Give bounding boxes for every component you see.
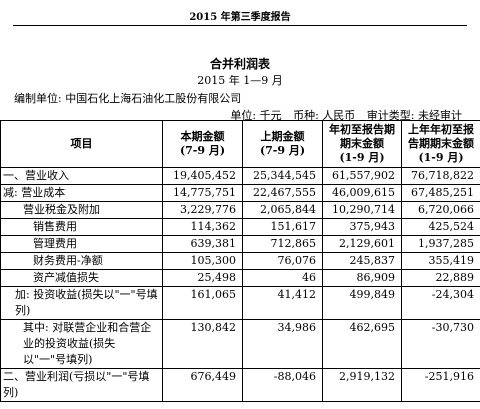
cell-previous: -88,046 [242, 368, 323, 402]
audit-type: 审计类型: 未经审计 [366, 109, 462, 122]
row-label: 减: 营业成本 [0, 184, 163, 202]
page-header-title: 2015 年第三季度报告 [189, 12, 291, 23]
table-row: 财务费用-净额 105,300 76,076 245,837 355,419 [0, 252, 480, 270]
table-row: 二、营业利润(亏损以"一"号填列) 676,449 -88,046 2,919,… [0, 368, 480, 402]
cell-ytd: 2,129,601 [322, 235, 402, 253]
currency: 币种: 人民币 [293, 109, 356, 122]
cell-ytd: 499,849 [322, 286, 402, 320]
table-row: 其中: 对联营企业和合营企业的投资收益(损失以"一"号填列) 130,842 3… [0, 319, 480, 369]
row-label: 管理费用 [0, 235, 163, 253]
header-divider [13, 25, 467, 26]
amount-unit: 单位: 千元 [230, 109, 282, 122]
report-period: 2015 年 1—9 月 [197, 74, 283, 87]
row-label: 营业税金及附加 [0, 201, 163, 219]
table-row: 管理费用 639,381 712,865 2,129,601 1,937,285 [0, 235, 480, 253]
cell-previous: 2,065,844 [242, 201, 323, 219]
cell-previous: 34,986 [242, 319, 323, 369]
cell-current: 130,842 [162, 319, 243, 369]
cell-current: 14,775,751 [162, 184, 243, 202]
cell-current: 3,229,776 [162, 201, 243, 219]
cell-current: 114,362 [162, 218, 243, 236]
cell-ytd: 462,695 [322, 319, 402, 369]
table-row: 营业税金及附加 3,229,776 2,065,844 10,290,714 6… [0, 201, 480, 219]
table-row: 资产减值损失 25,498 46 86,909 22,889 [0, 269, 480, 287]
cell-current: 19,405,452 [162, 167, 243, 185]
row-label: 销售费用 [0, 218, 163, 236]
cell-previous: 151,617 [242, 218, 323, 236]
cell-ytd: 46,009,615 [322, 184, 402, 202]
cell-previous: 41,412 [242, 286, 323, 320]
cell-previous: 25,344,545 [242, 167, 323, 185]
cell-current: 639,381 [162, 235, 243, 253]
cell-prev-ytd: 76,718,822 [401, 167, 480, 185]
cell-ytd: 2,919,132 [322, 368, 402, 402]
currency-audit-line: 单位: 千元 币种: 人民币 审计类型: 未经审计 [222, 107, 462, 123]
cell-ytd: 10,290,714 [322, 201, 402, 219]
row-label: 二、营业利润(亏损以"一"号填列) [0, 368, 163, 402]
cell-prev-ytd: 1,937,285 [401, 235, 480, 253]
cell-prev-ytd: 6,720,066 [401, 201, 480, 219]
header-previous-period: 上期金额 (7-9 月) [242, 120, 323, 168]
cell-prev-ytd: 22,889 [401, 269, 480, 287]
cell-previous: 76,076 [242, 252, 323, 270]
cell-prev-ytd: -24,304 [401, 286, 480, 320]
header-current-period: 本期金额 (7-9 月) [162, 120, 243, 168]
table-row: 减: 营业成本 14,775,751 22,467,555 46,009,615… [0, 184, 480, 202]
cell-previous: 46 [242, 269, 323, 287]
cell-prev-ytd: -30,730 [401, 319, 480, 369]
table-row: 一、营业收入 19,405,452 25,344,545 61,557,902 … [0, 167, 480, 185]
preparing-unit: 编制单位: 中国石化上海石油化工股份有限公司 [14, 92, 242, 105]
income-statement-table: 项目 本期金额 (7-9 月) 上期金额 (7-9 月) 年初至报告期 期末金额 (1-… [0, 120, 480, 402]
row-label: 财务费用-净额 [0, 252, 163, 270]
cell-prev-ytd: 67,485,251 [401, 184, 480, 202]
cell-prev-ytd: -251,916 [401, 368, 480, 402]
cell-ytd: 61,557,902 [322, 167, 402, 185]
cell-current: 161,065 [162, 286, 243, 320]
cell-previous: 22,467,555 [242, 184, 323, 202]
report-title: 合并利润表 [209, 57, 270, 71]
cell-current: 105,300 [162, 252, 243, 270]
cell-current: 25,498 [162, 269, 243, 287]
cell-ytd: 375,943 [322, 218, 402, 236]
row-label: 其中: 对联营企业和合营企业的投资收益(损失以"一"号填列) [0, 319, 163, 369]
header-item: 项目 [0, 120, 163, 168]
table-row: 加: 投资收益(损失以"一"号填列) 161,065 41,412 499,84… [0, 286, 480, 320]
cell-prev-ytd: 355,419 [401, 252, 480, 270]
row-label: 资产减值损失 [0, 269, 163, 287]
cell-prev-ytd: 425,524 [401, 218, 480, 236]
row-label: 加: 投资收益(损失以"一"号填列) [0, 286, 163, 320]
cell-ytd: 245,837 [322, 252, 402, 270]
cell-previous: 712,865 [242, 235, 323, 253]
header-ytd: 年初至报告期 期末金额 (1-9 月) [322, 120, 402, 168]
cell-ytd: 86,909 [322, 269, 402, 287]
table-row: 销售费用 114,362 151,617 375,943 425,524 [0, 218, 480, 236]
table-header-row: 项目 本期金额 (7-9 月) 上期金额 (7-9 月) 年初至报告期 期末金额 (1-… [0, 120, 480, 168]
header-prev-ytd: 上年年初至报 告期期末金额 (1-9 月) [401, 120, 480, 168]
row-label: 一、营业收入 [0, 167, 163, 185]
cell-current: 676,449 [162, 368, 243, 402]
